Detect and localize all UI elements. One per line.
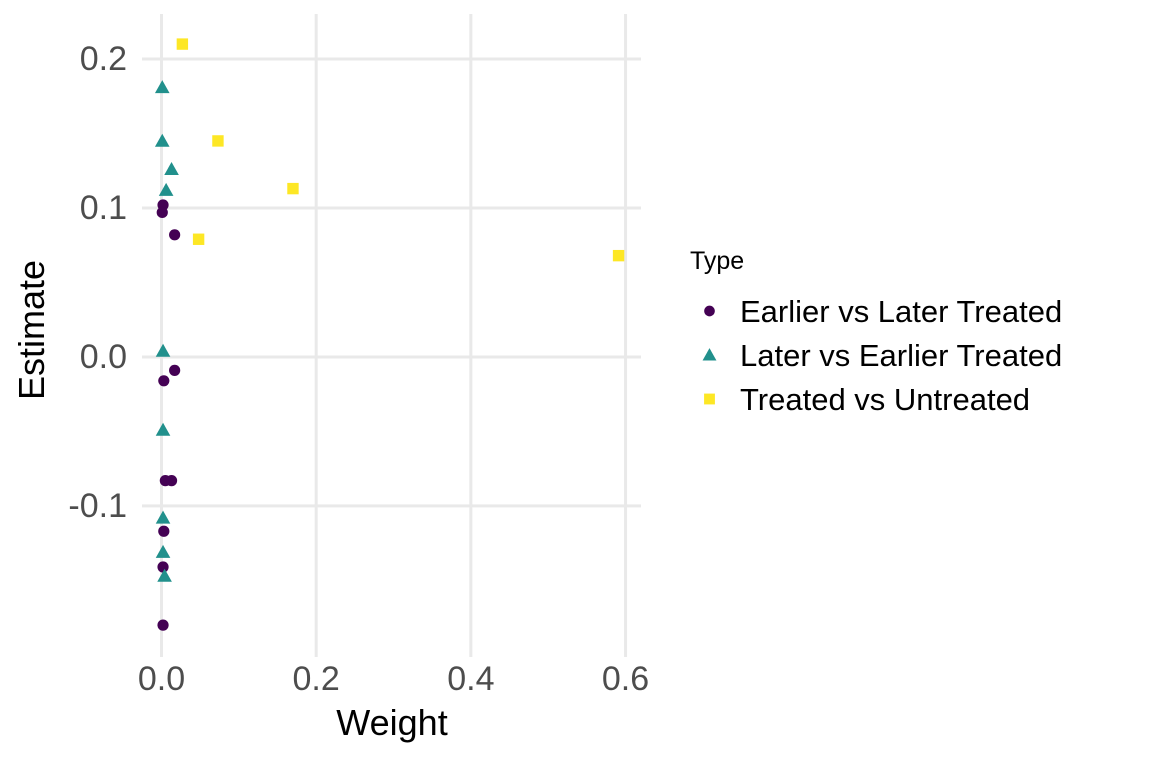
treated-vs-untreated-point — [192, 233, 205, 245]
later-vs-earlier-treated-point — [154, 80, 170, 94]
y-tick-label: -0.1 — [68, 486, 127, 525]
earlier-vs-later-treated-point — [158, 525, 170, 537]
treated-vs-untreated-point — [212, 135, 224, 147]
later-vs-earlier-treated-point — [157, 568, 172, 582]
y-tick-label: 0.1 — [79, 188, 127, 227]
x-tick-label: 0.2 — [292, 660, 340, 698]
x-tick-label: 0.6 — [601, 660, 650, 698]
square-key-glyph — [704, 393, 715, 405]
circle-key-glyph — [704, 305, 715, 317]
treated-vs-untreated-point — [176, 38, 189, 50]
x-tick-label: 0.0 — [137, 660, 186, 698]
x-tick-label: 0.4 — [447, 660, 495, 698]
earlier-vs-later-treated-point — [165, 475, 178, 487]
legend-item-label: Later vs Earlier Treated — [740, 337, 1063, 373]
later-vs-earlier-treated-point — [155, 422, 171, 436]
circle-key-icon — [704, 305, 715, 317]
later-vs-earlier-treated-point — [155, 343, 171, 357]
later-vs-earlier-treated-point — [164, 162, 179, 176]
legend: Type Earlier vs Later Treated Later vs Ea… — [690, 249, 1062, 421]
earlier-vs-later-treated-point — [157, 561, 169, 573]
y-tick-label: 0.0 — [79, 337, 127, 376]
treated-vs-untreated-point — [287, 182, 299, 195]
treated-vs-untreated-point — [612, 249, 625, 262]
legend-items: Earlier vs Later Treated Later vs Earlier… — [690, 289, 1062, 421]
later-vs-earlier-treated-point — [155, 510, 171, 524]
legend-title: Type — [690, 247, 745, 275]
legend-item-label: Earlier vs Later Treated — [740, 293, 1063, 329]
triangle-key-icon — [702, 348, 717, 361]
earlier-vs-later-treated-point — [157, 619, 169, 631]
y-axis-title: Estimate — [11, 259, 52, 401]
square-key-icon — [704, 393, 715, 405]
later-vs-earlier-treated-point — [155, 544, 171, 558]
y-tick-label: 0.2 — [79, 39, 127, 78]
legend-item: Treated vs Untreated — [690, 377, 1062, 421]
earlier-vs-later-treated-point — [156, 206, 168, 219]
later-vs-earlier-treated-point — [158, 182, 174, 196]
legend-item-label: Treated vs Untreated — [740, 381, 1031, 417]
earlier-vs-later-treated-point — [169, 229, 181, 241]
legend-item: Earlier vs Later Treated — [690, 289, 1062, 333]
triangle-key-glyph — [702, 348, 717, 361]
earlier-vs-later-treated-point — [169, 364, 181, 376]
earlier-vs-later-treated-point — [158, 375, 170, 387]
later-vs-earlier-treated-point — [154, 133, 170, 147]
x-axis-title: Weight — [336, 702, 448, 743]
legend-item: Later vs Earlier Treated — [690, 333, 1062, 377]
